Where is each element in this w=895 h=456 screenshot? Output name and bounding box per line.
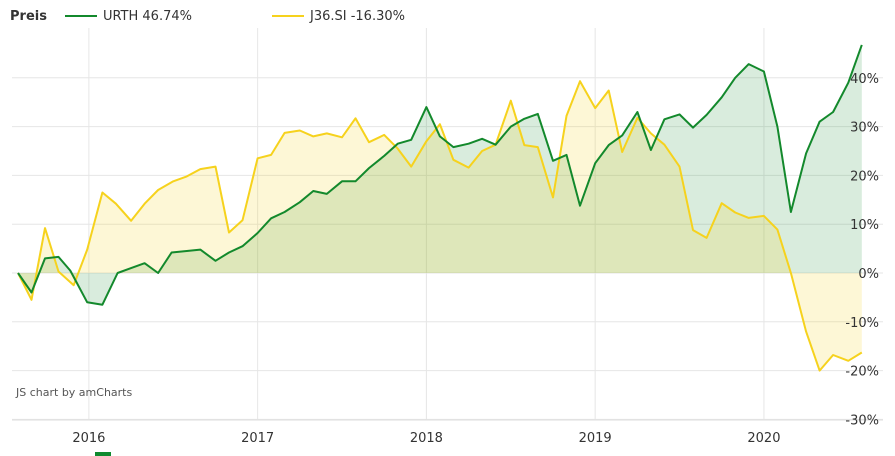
x-tick-label: 2016 [72, 431, 105, 446]
legend-swatch-j36 [271, 15, 304, 17]
y-tick-label: 0% [858, 267, 879, 282]
legend-title: Preis [10, 8, 47, 24]
y-axis-ticks: 40% 30% 20% 10% 0% -10% -20% -30% [845, 72, 879, 429]
x-tick-label: 2017 [241, 431, 274, 446]
series-area-j36 [18, 81, 862, 371]
legend-label-urth: URTH 46.74% [102, 8, 192, 24]
series-area-urth [18, 44, 862, 305]
series-lines[interactable] [17, 44, 863, 372]
series-fills [18, 44, 862, 371]
grid-lines [12, 28, 883, 421]
y-tick-label: -30% [845, 413, 879, 428]
x-axis-ticks: 2016 2017 2018 2019 2020 [72, 431, 780, 446]
y-tick-label: 30% [850, 121, 879, 136]
series-line-j36[interactable] [17, 80, 863, 372]
x-tick-label: 2020 [747, 431, 780, 446]
y-tick-label: 40% [850, 72, 879, 87]
y-tick-label: 20% [850, 169, 879, 184]
x-tick-label: 2019 [579, 431, 612, 446]
series-line-urth[interactable] [17, 44, 863, 306]
legend-item-urth[interactable]: URTH 46.74% [64, 8, 192, 24]
y-tick-label: -10% [845, 316, 879, 331]
amcharts-credit[interactable]: JS chart by amCharts [16, 386, 133, 399]
legend: Preis URTH 46.74% J36.SI -16.30% [10, 7, 485, 25]
scrollbar-handle[interactable] [95, 452, 111, 456]
y-tick-label: -20% [845, 365, 879, 380]
legend-swatch-urth [64, 15, 97, 17]
legend-item-j36[interactable]: J36.SI -16.30% [271, 8, 405, 24]
y-tick-label: 10% [850, 218, 879, 233]
x-tick-label: 2018 [410, 431, 443, 446]
legend-label-j36: J36.SI -16.30% [309, 8, 405, 24]
